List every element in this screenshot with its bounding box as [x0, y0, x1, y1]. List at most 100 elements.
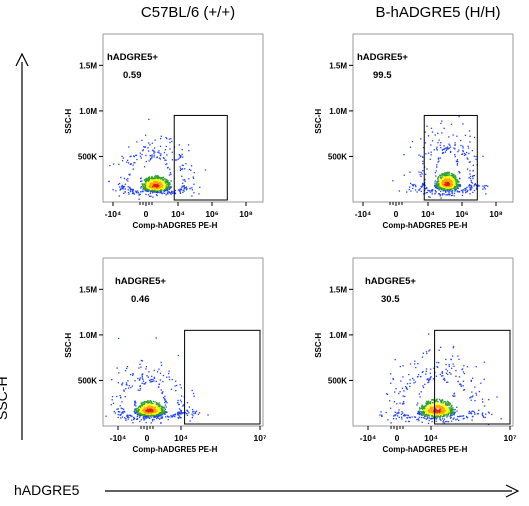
event-dot	[167, 180, 169, 182]
event-dot	[453, 185, 455, 188]
event-dot	[451, 187, 453, 190]
event-dot	[422, 352, 424, 354]
event-dot	[130, 415, 132, 417]
event-dot	[436, 407, 438, 409]
event-dot	[441, 186, 444, 188]
event-dot	[413, 379, 415, 381]
event-dot	[482, 416, 485, 418]
event-dot	[434, 171, 436, 174]
event-dot	[157, 417, 160, 419]
event-dot	[147, 403, 150, 406]
event-dot	[432, 414, 434, 416]
event-dot	[158, 157, 161, 159]
event-dot	[441, 194, 444, 196]
event-dot	[150, 422, 152, 424]
event-dot	[138, 416, 141, 419]
event-dot	[435, 401, 437, 404]
event-dot	[411, 377, 414, 380]
event-dot	[437, 403, 440, 405]
event-dot	[118, 195, 120, 197]
event-dot	[152, 178, 155, 180]
event-dot	[167, 188, 169, 191]
event-dot	[436, 146, 438, 148]
event-dot	[458, 358, 460, 361]
event-dot	[139, 363, 141, 365]
event-dot	[157, 186, 159, 188]
event-dot	[166, 154, 168, 156]
event-dot	[472, 191, 474, 194]
event-dot	[148, 179, 150, 181]
event-dot	[420, 138, 422, 140]
event-dot	[180, 155, 182, 157]
event-dot	[170, 185, 172, 188]
event-dot	[120, 397, 122, 399]
event-dot	[157, 184, 159, 187]
event-dot	[396, 412, 398, 414]
event-dot	[146, 177, 148, 180]
event-dot	[151, 183, 153, 185]
event-dot	[453, 173, 455, 176]
event-dot	[159, 181, 162, 183]
event-dot	[149, 183, 151, 185]
event-dot	[145, 421, 147, 424]
event-dot	[170, 180, 172, 182]
event-dot	[394, 358, 396, 361]
event-dot	[409, 171, 411, 173]
event-dot	[447, 413, 449, 415]
event-dot	[126, 414, 128, 416]
event-dot	[452, 347, 455, 349]
event-dot	[150, 158, 152, 160]
event-dot	[112, 163, 115, 165]
event-dot	[121, 185, 123, 188]
event-dot	[149, 181, 151, 183]
event-dot	[436, 415, 438, 417]
event-dot	[439, 144, 441, 146]
event-dot	[424, 383, 426, 386]
event-dot	[452, 179, 455, 182]
event-dot	[156, 406, 158, 408]
event-dot	[462, 150, 464, 153]
event-dot	[169, 168, 171, 170]
event-dot	[152, 149, 154, 151]
event-dot	[147, 180, 150, 182]
event-dot	[439, 406, 442, 408]
event-dot	[123, 177, 126, 180]
event-dot	[442, 181, 444, 183]
event-dot	[154, 409, 157, 411]
event-dot	[445, 149, 448, 152]
event-dot	[166, 376, 168, 378]
x-tick-label: 10⁸	[489, 209, 502, 219]
event-dot	[147, 416, 149, 418]
event-dot	[451, 179, 453, 181]
event-dot	[127, 189, 129, 191]
event-dot	[124, 395, 126, 398]
event-dot	[142, 190, 144, 193]
y-tick-label: 1.5M	[79, 285, 97, 294]
event-dot	[444, 379, 446, 381]
event-dot	[156, 188, 159, 190]
event-dot	[148, 413, 150, 416]
event-dot	[134, 412, 136, 414]
event-dot	[131, 190, 133, 192]
event-dot	[414, 363, 416, 365]
event-dot	[160, 417, 162, 419]
event-dot	[181, 185, 183, 187]
event-dot	[477, 413, 479, 415]
event-dot	[454, 175, 456, 177]
event-dot	[441, 418, 444, 420]
event-dot	[483, 361, 486, 363]
event-dot	[427, 333, 430, 335]
event-dot	[168, 184, 171, 186]
x-tick-label: 10⁷	[504, 433, 517, 443]
event-dot	[162, 391, 164, 393]
event-dot	[169, 182, 171, 185]
event-dot	[153, 185, 156, 187]
event-dot	[137, 389, 139, 391]
event-dot	[158, 368, 160, 370]
event-dot	[145, 415, 148, 418]
event-dot	[482, 155, 484, 157]
event-dot	[150, 416, 152, 418]
event-dot	[167, 166, 169, 169]
event-dot	[430, 411, 433, 413]
event-dot	[181, 168, 184, 170]
